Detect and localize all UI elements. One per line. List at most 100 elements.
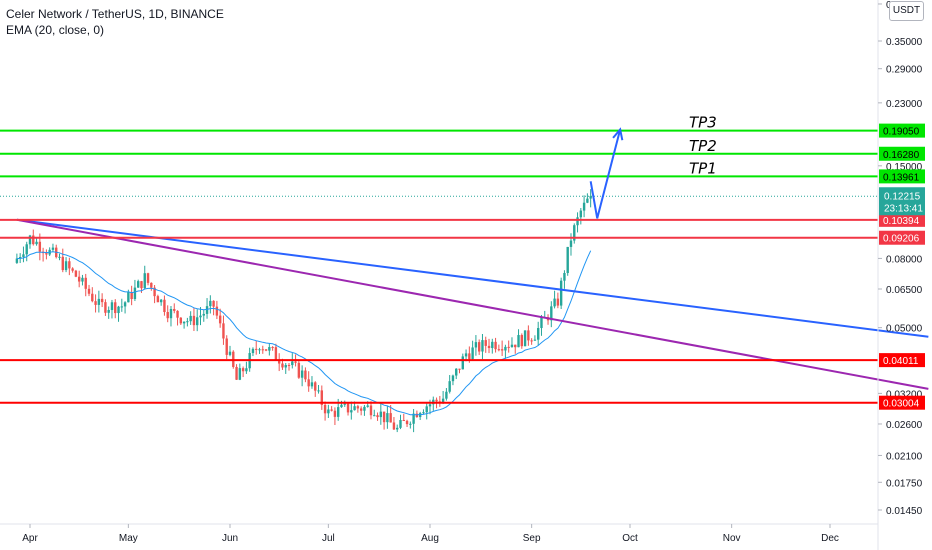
candle-body — [189, 315, 192, 322]
candle-body — [18, 257, 22, 259]
candle-body — [323, 404, 327, 414]
time-axis[interactable]: Apr May Jun Jul Aug Sep Oct Nov Dec — [22, 524, 839, 544]
candle-body — [196, 317, 199, 326]
time-tick-label: Aug — [421, 533, 439, 544]
candle-body — [497, 349, 501, 351]
candle-body — [396, 427, 399, 430]
candle-body — [307, 379, 310, 387]
level-price-tag — [879, 395, 925, 410]
candle-body — [238, 368, 242, 380]
candle-body — [327, 409, 330, 414]
candle-body — [336, 407, 340, 417]
candle-body — [533, 339, 537, 341]
price-tick-label: 0.02600 — [886, 420, 923, 431]
candle-body — [340, 404, 343, 408]
candle-body — [559, 280, 563, 306]
candle-body — [425, 406, 428, 413]
trendline — [16, 218, 929, 390]
symbol-title: Celer Network / TetherUS, 1D, BINANCE — [6, 7, 224, 21]
candle-body — [179, 317, 183, 324]
candle-body — [150, 282, 153, 288]
projection-arrow — [589, 129, 622, 219]
candle-body — [176, 310, 179, 318]
candle-body — [530, 340, 533, 342]
candle-body — [228, 351, 232, 355]
candle-body — [100, 298, 104, 303]
candle-body — [415, 413, 419, 418]
candle-body — [38, 241, 42, 252]
candle-body — [68, 261, 71, 269]
candle-body — [87, 288, 91, 294]
candle-body — [402, 420, 405, 422]
candle-body — [373, 415, 376, 417]
candle-body — [182, 321, 186, 324]
level-price-tag-label: 0.10394 — [883, 216, 920, 227]
candle-body — [304, 370, 307, 380]
candle-body — [61, 256, 64, 271]
candle-body — [297, 362, 301, 378]
time-tick-label: Apr — [22, 533, 38, 544]
tp-label: TP2 — [689, 137, 717, 155]
ema-line — [16, 250, 592, 416]
level-price-tag-label: 0.19050 — [883, 127, 920, 138]
candle-body — [64, 261, 68, 271]
candle-body — [343, 403, 346, 405]
level-price-tag-label: 0.16280 — [883, 150, 920, 161]
level-price-tag-label: 0.13961 — [883, 172, 920, 183]
candle-body — [28, 235, 32, 245]
candle-body — [409, 423, 412, 425]
level-price-tag — [879, 230, 925, 245]
level-price-tag — [879, 123, 925, 138]
candle-body — [314, 382, 317, 391]
candle-body — [169, 308, 173, 319]
candle-body — [199, 315, 202, 318]
candle-body — [156, 296, 160, 303]
candle-body — [107, 309, 110, 313]
candle-body — [91, 293, 94, 302]
candle-body — [209, 300, 212, 307]
level-price-tag-label: 0.04011 — [883, 356, 919, 367]
price-tick-label: 0.06500 — [886, 285, 923, 296]
candle-body — [205, 306, 209, 314]
candle-body — [255, 348, 258, 350]
candle-body — [281, 363, 284, 368]
level-price-tag-label: 0.09206 — [883, 234, 920, 245]
candlesticks — [15, 189, 592, 433]
candle-body — [382, 411, 386, 423]
candle-body — [186, 321, 189, 323]
price-scale[interactable]: 0.450000.350000.290000.230000.150000.080… — [878, 0, 923, 517]
price-tick-label: 0.01450 — [886, 506, 923, 517]
candle-body — [389, 413, 392, 423]
candle-body — [458, 368, 461, 370]
currency-badge[interactable]: USDT — [889, 1, 924, 21]
candle-body — [461, 356, 464, 370]
indicator-legend: EMA (20, close, 0) — [6, 23, 105, 37]
candle-body — [445, 391, 448, 399]
price-tick-label: 0.03200 — [886, 389, 923, 400]
candle-body — [222, 323, 225, 339]
candle-body — [159, 299, 163, 303]
candle-body — [356, 406, 360, 409]
candle-body — [77, 276, 81, 282]
candle-body — [376, 415, 379, 418]
candle-body — [225, 338, 228, 355]
candle-body — [32, 235, 35, 245]
candle-body — [74, 270, 78, 277]
candle-body — [386, 413, 389, 423]
candle-body — [491, 341, 494, 349]
candle-body — [353, 406, 356, 411]
candle-body — [300, 370, 304, 378]
candle-body — [333, 410, 337, 417]
candle-body — [369, 405, 373, 416]
candle-body — [277, 359, 281, 364]
candle-body — [576, 217, 579, 226]
level-price-tag — [879, 212, 925, 227]
price-tick-label: 0.29000 — [886, 65, 923, 76]
candle-body — [477, 342, 481, 352]
candle-body — [136, 281, 140, 288]
time-tick-label: Jun — [222, 533, 238, 544]
candle-body — [504, 346, 507, 351]
candle-body — [441, 398, 445, 404]
candle-body — [586, 198, 589, 203]
